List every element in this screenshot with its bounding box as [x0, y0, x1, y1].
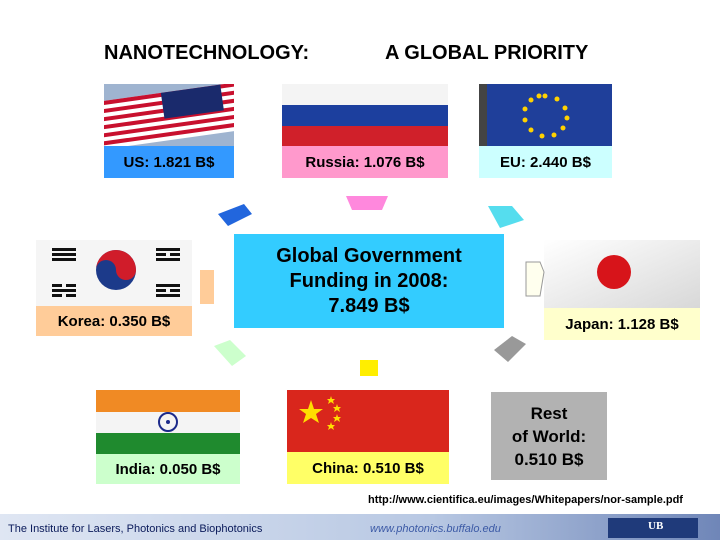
arrow-india	[214, 340, 246, 366]
arrow-russia	[346, 196, 388, 210]
india-flag-image	[96, 390, 240, 454]
china-flag-image	[287, 390, 449, 452]
russia-flag-image	[282, 84, 448, 146]
footer-institute: The Institute for Lasers, Photonics and …	[8, 523, 263, 535]
footer-website[interactable]: www.photonics.buffalo.edu	[370, 523, 501, 535]
rest-line-2: of World:	[511, 427, 587, 446]
logo-mark-icon: UB	[648, 520, 664, 532]
title-right: A GLOBAL PRIORITY	[385, 42, 589, 64]
university-logo: UB	[608, 518, 698, 538]
arrow-korea	[200, 270, 214, 304]
rest-line-3: 0.510 B$	[514, 450, 584, 469]
russia-funding-label: Russia: 1.076 B$	[282, 146, 448, 178]
india-funding-label: India: 0.050 B$	[96, 454, 240, 484]
japan-funding-label: Japan: 1.128 B$	[544, 308, 700, 340]
rest-of-world-box: Rest of World: 0.510 B$	[491, 392, 607, 480]
china-funding-label: China: 0.510 B$	[287, 452, 449, 484]
arrow-eu	[488, 206, 524, 228]
arrow-us	[218, 204, 252, 226]
japan-flag-image	[544, 240, 700, 308]
eu-funding-label: EU: 2.440 B$	[479, 146, 612, 178]
eu-flag-image	[479, 84, 612, 146]
korea-flag-image	[36, 240, 192, 306]
arrow-china	[360, 360, 378, 376]
rest-line-1: Rest	[530, 404, 568, 423]
arrow-japan	[525, 261, 545, 297]
us-flag-image	[104, 84, 234, 146]
footer-bar: The Institute for Lasers, Photonics and …	[0, 514, 720, 540]
center-line-2: Funding in 2008:	[289, 270, 449, 292]
center-line-1: Global Government	[276, 245, 462, 267]
title-left: NANOTECHNOLOGY:	[104, 42, 310, 64]
center-line-3: 7.849 B$	[328, 295, 410, 317]
source-url[interactable]: http://www.cientifica.eu/images/Whitepap…	[368, 494, 683, 506]
arrow-rest	[494, 336, 526, 362]
korea-funding-label: Korea: 0.350 B$	[36, 306, 192, 336]
us-funding-label: US: 1.821 B$	[104, 146, 234, 178]
global-funding-box: Global Government Funding in 2008: 7.849…	[234, 234, 504, 328]
